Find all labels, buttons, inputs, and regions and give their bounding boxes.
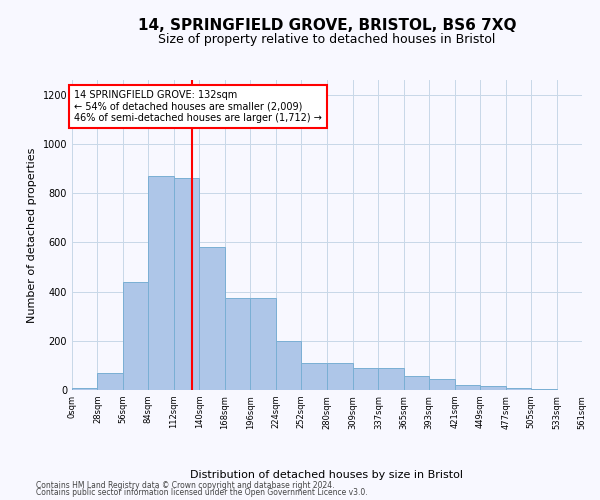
Bar xyxy=(250,298,275,390)
Text: Contains HM Land Registry data © Crown copyright and database right 2024.: Contains HM Land Registry data © Crown c… xyxy=(36,480,335,490)
Bar xyxy=(326,363,353,390)
Bar xyxy=(97,373,123,390)
Bar xyxy=(123,282,148,390)
Bar xyxy=(455,385,480,390)
Bar xyxy=(174,178,199,390)
Text: 14 SPRINGFIELD GROVE: 132sqm
← 54% of detached houses are smaller (2,009)
46% of: 14 SPRINGFIELD GROVE: 132sqm ← 54% of de… xyxy=(74,90,322,123)
Bar xyxy=(72,388,97,390)
Bar xyxy=(506,388,531,390)
Text: Contains public sector information licensed under the Open Government Licence v3: Contains public sector information licen… xyxy=(36,488,368,497)
Bar xyxy=(404,376,429,390)
Text: 14, SPRINGFIELD GROVE, BRISTOL, BS6 7XQ: 14, SPRINGFIELD GROVE, BRISTOL, BS6 7XQ xyxy=(138,18,516,32)
Bar xyxy=(429,379,455,390)
Text: Size of property relative to detached houses in Bristol: Size of property relative to detached ho… xyxy=(158,32,496,46)
Bar xyxy=(148,176,174,390)
Bar xyxy=(199,248,225,390)
Bar xyxy=(301,363,326,390)
Bar xyxy=(225,298,250,390)
Text: Distribution of detached houses by size in Bristol: Distribution of detached houses by size … xyxy=(191,470,464,480)
Y-axis label: Number of detached properties: Number of detached properties xyxy=(27,148,37,322)
Bar xyxy=(275,341,301,390)
Bar xyxy=(379,368,404,390)
Bar xyxy=(480,386,506,390)
Bar xyxy=(353,368,379,390)
Bar xyxy=(531,389,557,390)
